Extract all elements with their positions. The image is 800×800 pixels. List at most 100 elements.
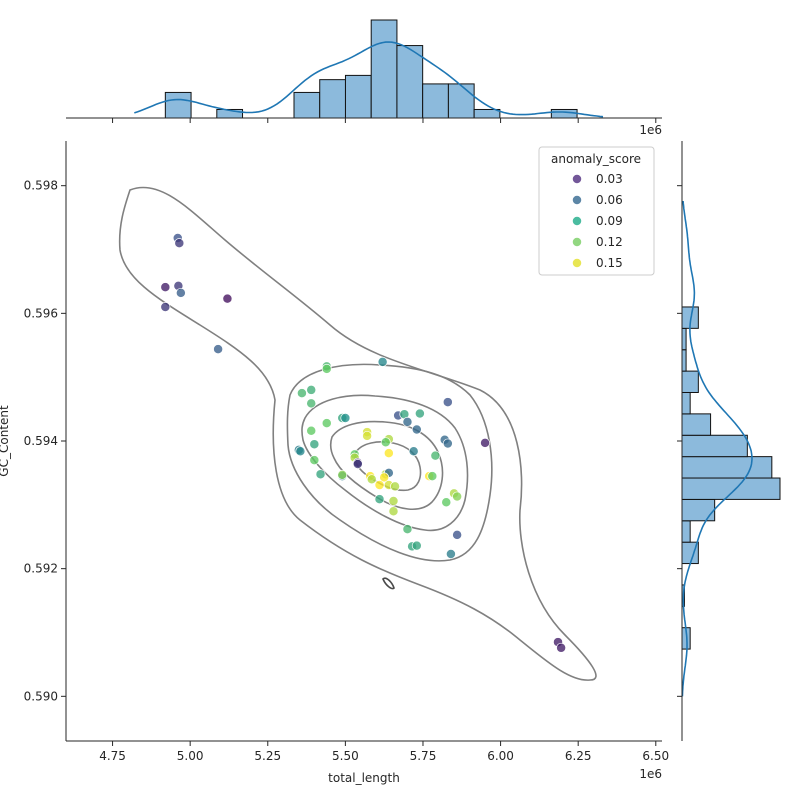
y-histogram-bar xyxy=(681,327,687,351)
legend-label: 0.09 xyxy=(596,214,623,228)
legend-marker xyxy=(572,216,582,226)
legend-label: 0.15 xyxy=(596,256,623,270)
scatter-point xyxy=(427,471,438,482)
legend-label: 0.12 xyxy=(596,235,623,249)
scatter-point xyxy=(402,524,413,535)
scatter-point xyxy=(374,480,385,490)
x-histogram-bar xyxy=(396,45,424,119)
scatter-point xyxy=(315,469,326,480)
y-tick-label: 0.594 xyxy=(24,434,58,448)
x-histogram-bar xyxy=(319,79,346,119)
x-histogram-bar xyxy=(370,19,398,119)
scatter-point xyxy=(411,424,422,435)
x-tick-label: 5.00 xyxy=(177,749,204,763)
x-histogram-bars xyxy=(164,19,578,119)
y-histogram-bar xyxy=(681,434,748,458)
x-tick-label: 5.25 xyxy=(254,749,281,763)
marginal-x-histogram: 1e6 xyxy=(66,19,662,137)
scatter-point xyxy=(222,293,233,304)
kde-contour-level-4 xyxy=(329,420,444,510)
scatter-point xyxy=(408,446,419,457)
y-histogram-ticks xyxy=(677,185,682,697)
scatter-point xyxy=(442,397,453,408)
scatter-point xyxy=(160,282,171,293)
x-tick-label: 5.50 xyxy=(332,749,359,763)
scatter-point xyxy=(441,497,452,508)
x-histogram-bar xyxy=(293,91,321,119)
scatter-point xyxy=(309,455,320,466)
x-hist-offset-label: 1e6 xyxy=(639,123,662,137)
legend: anomaly_score 0.03 0.06 0.09 0.12 0.15 xyxy=(538,146,655,276)
scatter-point xyxy=(340,413,351,423)
y-kde-curve xyxy=(681,200,753,697)
scatter-point xyxy=(556,642,567,653)
x-histogram-bar xyxy=(550,108,578,119)
scatter-point xyxy=(388,496,399,506)
scatter-point xyxy=(362,430,373,441)
x-histogram-bar xyxy=(447,83,475,119)
scatter-point xyxy=(402,416,413,427)
legend-marker xyxy=(572,237,582,247)
y-histogram-bar xyxy=(681,349,687,372)
scatter-point xyxy=(213,344,224,355)
legend-marker xyxy=(572,195,582,205)
scatter-point xyxy=(175,287,186,298)
scatter-point xyxy=(374,494,385,505)
x-histogram-bar xyxy=(344,74,372,119)
scatter-point xyxy=(352,459,363,469)
x-histogram-bar xyxy=(473,108,501,119)
y-histogram-bar xyxy=(681,520,691,543)
y-histogram-bar xyxy=(681,477,781,500)
y-histogram-bar xyxy=(681,498,716,522)
scatter-point xyxy=(160,302,171,312)
y-histogram-bar xyxy=(681,456,773,479)
scatter-points xyxy=(160,233,567,653)
x-histogram-bar xyxy=(164,91,192,119)
scatter-point xyxy=(383,448,394,459)
x-axis-offset-label: 1e6 xyxy=(639,767,662,781)
scatter-point xyxy=(366,474,377,485)
x-tick-label: 4.75 xyxy=(99,749,126,763)
marginal-y-histogram xyxy=(677,141,781,741)
scatter-point xyxy=(411,540,422,551)
y-tick-label: 0.590 xyxy=(24,689,58,703)
scatter-point xyxy=(306,425,317,436)
x-tick-label: 6.50 xyxy=(642,749,669,763)
scatter-point xyxy=(295,446,306,457)
scatter-point xyxy=(337,469,348,480)
x-tick-label: 5.75 xyxy=(410,749,437,763)
kde-contour-level-3 xyxy=(301,394,469,532)
y-axis-label: GC_Content xyxy=(0,405,11,477)
kde-contour-island xyxy=(382,577,395,590)
scatter-point xyxy=(306,398,317,409)
legend-entries: 0.03 0.06 0.09 0.12 0.15 xyxy=(572,172,623,270)
scatter-point xyxy=(414,408,425,419)
x-axis-label: total_length xyxy=(328,771,400,785)
y-tick-label: 0.592 xyxy=(24,562,58,576)
scatter-point xyxy=(442,438,453,449)
legend-marker xyxy=(572,174,582,184)
x-axis-ticks: 4.75 5.00 5.25 5.50 5.75 6.00 6.25 6.50 xyxy=(99,741,669,763)
legend-frame xyxy=(538,146,655,276)
scatter-point xyxy=(452,529,463,540)
legend-label: 0.03 xyxy=(596,172,623,186)
y-histogram-bars xyxy=(681,306,781,650)
y-histogram-bar xyxy=(681,391,691,415)
y-tick-label: 0.598 xyxy=(24,179,58,193)
scatter-point xyxy=(306,384,317,395)
scatter-point xyxy=(390,481,400,492)
x-tick-label: 6.00 xyxy=(487,749,514,763)
scatter-point xyxy=(321,363,332,374)
legend-label: 0.06 xyxy=(596,193,623,207)
scatter-point xyxy=(445,549,456,559)
y-histogram-bar xyxy=(681,413,712,436)
scatter-point xyxy=(388,506,399,517)
x-tick-label: 6.25 xyxy=(565,749,592,763)
scatter-point xyxy=(480,437,491,448)
scatter-point xyxy=(452,491,463,502)
scatter-point xyxy=(309,439,320,450)
x-histogram-ticks xyxy=(112,118,657,123)
legend-marker xyxy=(572,258,582,268)
scatter-point xyxy=(379,472,390,483)
x-histogram-bar xyxy=(422,83,449,119)
